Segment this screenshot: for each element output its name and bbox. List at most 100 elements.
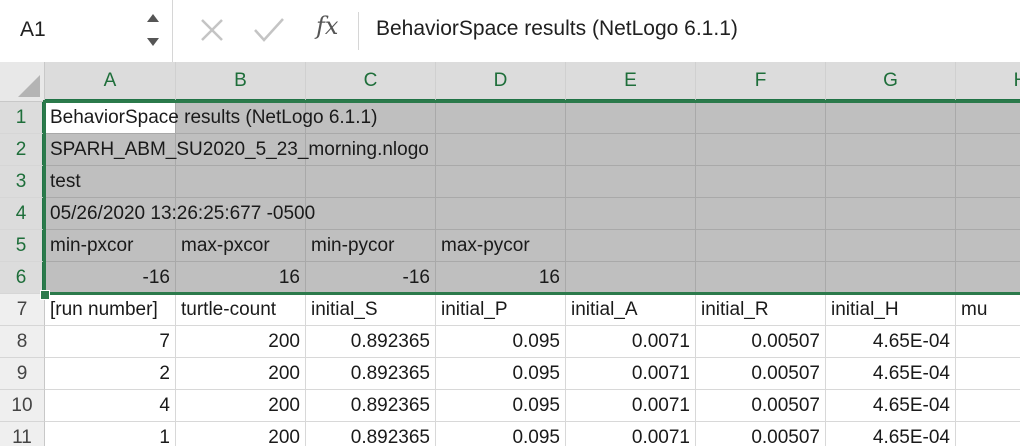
cell-a3[interactable]: test [45,166,176,198]
cancel-x-icon[interactable] [198,14,226,51]
cell-c11[interactable]: 0.892365 [306,422,436,446]
cell-a4[interactable]: 05/26/2020 13:26:25:677 -0500 [45,198,315,230]
cell-g5[interactable] [826,230,956,262]
cell-a8[interactable]: 7 [45,326,176,358]
cell-b4[interactable] [176,198,306,230]
cell-h11[interactable]: 0 [956,422,1020,446]
cell-g10[interactable]: 4.65E-04 [826,390,956,422]
insert-function-icon[interactable]: fx [316,12,339,40]
cell-f1[interactable] [696,102,826,134]
row-header-7[interactable]: 7 [0,294,45,326]
cell-c3[interactable] [306,166,436,198]
select-all-corner[interactable] [0,62,45,102]
column-header-e[interactable]: E [566,62,696,102]
column-header-f[interactable]: F [696,62,826,102]
cell-g4[interactable] [826,198,956,230]
cell-g6[interactable] [826,262,956,294]
cell-a7[interactable]: [run number] [45,294,176,326]
enter-check-icon[interactable] [252,14,286,51]
name-box[interactable]: A1 [0,0,173,62]
cell-h4[interactable] [956,198,1020,230]
cell-a6[interactable]: -16 [45,262,176,294]
cell-f8[interactable]: 0.00507 [696,326,826,358]
cell-d7[interactable]: initial_P [436,294,566,326]
row-header-6[interactable]: 6 [0,262,45,294]
name-box-value[interactable]: A1 [20,18,46,41]
cell-c8[interactable]: 0.892365 [306,326,436,358]
cell-b9[interactable]: 200 [176,358,306,390]
row-header-1[interactable]: 1 [0,102,45,134]
cell-d1[interactable] [436,102,566,134]
column-header-c[interactable]: C [306,62,436,102]
cell-e6[interactable] [566,262,696,294]
cell-g7[interactable]: initial_H [826,294,956,326]
cell-h5[interactable] [956,230,1020,262]
cell-b10[interactable]: 200 [176,390,306,422]
name-box-stepper-icon[interactable] [146,10,160,50]
column-header-h[interactable]: H [956,62,1020,102]
cell-c1[interactable] [306,102,436,134]
cell-e8[interactable]: 0.0071 [566,326,696,358]
cell-b8[interactable]: 200 [176,326,306,358]
cell-f7[interactable]: initial_R [696,294,826,326]
cell-h3[interactable] [956,166,1020,198]
column-header-d[interactable]: D [436,62,566,102]
cell-c6[interactable]: -16 [306,262,436,294]
cell-b6[interactable]: 16 [176,262,306,294]
cell-h6[interactable] [956,262,1020,294]
formula-input[interactable]: BehaviorSpace results (NetLogo 6.1.1) [376,17,738,40]
row-header-11[interactable]: 11 [0,422,45,446]
cell-g1[interactable] [826,102,956,134]
cell-e11[interactable]: 0.0071 [566,422,696,446]
cell-d11[interactable]: 0.095 [436,422,566,446]
cell-b2[interactable] [176,134,306,166]
cell-d6[interactable]: 16 [436,262,566,294]
cell-c7[interactable]: initial_S [306,294,436,326]
cell-e10[interactable]: 0.0071 [566,390,696,422]
cell-h8[interactable]: 0 [956,326,1020,358]
cell-g2[interactable] [826,134,956,166]
cell-c9[interactable]: 0.892365 [306,358,436,390]
cell-g8[interactable]: 4.65E-04 [826,326,956,358]
cell-d4[interactable] [436,198,566,230]
cell-g11[interactable]: 4.65E-04 [826,422,956,446]
row-header-5[interactable]: 5 [0,230,45,262]
cell-h2[interactable] [956,134,1020,166]
cell-f10[interactable]: 0.00507 [696,390,826,422]
cell-e5[interactable] [566,230,696,262]
cell-h10[interactable]: 0 [956,390,1020,422]
cell-f6[interactable] [696,262,826,294]
cell-c10[interactable]: 0.892365 [306,390,436,422]
cell-d2[interactable] [436,134,566,166]
cell-f11[interactable]: 0.00507 [696,422,826,446]
cell-c5[interactable]: min-pycor [306,230,436,262]
fill-handle[interactable] [40,290,50,300]
cell-h9[interactable]: 0 [956,358,1020,390]
cell-e9[interactable]: 0.0071 [566,358,696,390]
column-header-a[interactable]: A [45,62,176,102]
cell-b5[interactable]: max-pxcor [176,230,306,262]
cell-f2[interactable] [696,134,826,166]
cell-a2[interactable]: SPARH_ABM_SU2020_5_23_morning.nlogo [45,134,429,166]
cell-b1[interactable] [176,102,306,134]
cell-d5[interactable]: max-pycor [436,230,566,262]
row-header-10[interactable]: 10 [0,390,45,422]
row-header-9[interactable]: 9 [0,358,45,390]
row-header-3[interactable]: 3 [0,166,45,198]
cell-c4[interactable] [306,198,436,230]
cell-e4[interactable] [566,198,696,230]
cell-e2[interactable] [566,134,696,166]
cell-d10[interactable]: 0.095 [436,390,566,422]
cell-a11[interactable]: 1 [45,422,176,446]
row-header-2[interactable]: 2 [0,134,45,166]
cell-a10[interactable]: 4 [45,390,176,422]
cell-b7[interactable]: turtle-count [176,294,306,326]
cell-b11[interactable]: 200 [176,422,306,446]
row-header-8[interactable]: 8 [0,326,45,358]
cell-c2[interactable] [306,134,436,166]
cell-f9[interactable]: 0.00507 [696,358,826,390]
cell-b3[interactable] [176,166,306,198]
cell-g3[interactable] [826,166,956,198]
cell-a5[interactable]: min-pxcor [45,230,176,262]
cell-g9[interactable]: 4.65E-04 [826,358,956,390]
